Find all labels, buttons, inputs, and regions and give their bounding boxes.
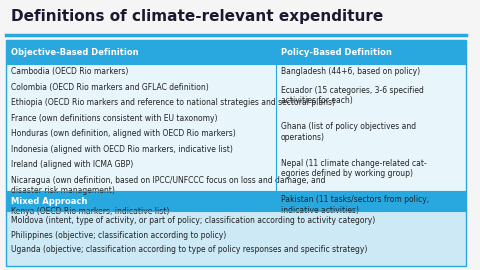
FancyBboxPatch shape — [6, 40, 466, 266]
Text: France (own definitions consistent with EU taxonomy): France (own definitions consistent with … — [11, 114, 217, 123]
Text: Indonesia (aligned with OECD Rio markers, indicative list): Indonesia (aligned with OECD Rio markers… — [11, 145, 233, 154]
Text: Moldova (intent, type of activity, or part of policy; classification according t: Moldova (intent, type of activity, or pa… — [11, 216, 375, 225]
Text: Cambodia (OECD Rio markers): Cambodia (OECD Rio markers) — [11, 68, 128, 76]
Text: Objective-Based Definition: Objective-Based Definition — [11, 48, 138, 57]
FancyBboxPatch shape — [276, 40, 466, 64]
Text: Ireland (aligned with ICMA GBP): Ireland (aligned with ICMA GBP) — [11, 160, 133, 169]
Text: Philippines (objective; classification according to policy): Philippines (objective; classification a… — [11, 231, 226, 240]
Text: Ecuador (15 categories, 3-6 specified
activities for each): Ecuador (15 categories, 3-6 specified ac… — [281, 86, 424, 105]
Text: Definitions of climate-relevant expenditure: Definitions of climate-relevant expendit… — [11, 9, 383, 24]
FancyBboxPatch shape — [6, 211, 466, 266]
Text: Uganda (objective; classification according to type of policy responses and spec: Uganda (objective; classification accord… — [11, 245, 367, 254]
Text: Bangladesh (44+6, based on policy): Bangladesh (44+6, based on policy) — [281, 68, 420, 76]
Text: Kenya (OECD Rio markers, indicative list): Kenya (OECD Rio markers, indicative list… — [11, 207, 169, 216]
Text: Policy-Based Definition: Policy-Based Definition — [281, 48, 392, 57]
FancyBboxPatch shape — [6, 40, 276, 64]
Text: Honduras (own definition, aligned with OECD Rio markers): Honduras (own definition, aligned with O… — [11, 129, 236, 139]
Text: Nepal (11 climate change-related cat-
egories defined by working group): Nepal (11 climate change-related cat- eg… — [281, 159, 427, 178]
Text: Ethiopia (OECD Rio markers and reference to national strategies and sectoral pla: Ethiopia (OECD Rio markers and reference… — [11, 98, 335, 107]
Text: Pakistan (11 tasks/sectors from policy,
indicative activities): Pakistan (11 tasks/sectors from policy, … — [281, 195, 429, 215]
Text: Ghana (list of policy objectives and
operations): Ghana (list of policy objectives and ope… — [281, 122, 416, 142]
Text: Colombia (OECD Rio markers and GFLAC definition): Colombia (OECD Rio markers and GFLAC def… — [11, 83, 208, 92]
FancyBboxPatch shape — [6, 191, 466, 211]
Text: Nicaragua (own definition, based on IPCC/UNFCCC focus on loss and damage, and
di: Nicaragua (own definition, based on IPCC… — [11, 176, 325, 195]
Text: Mixed Approach: Mixed Approach — [11, 197, 87, 206]
